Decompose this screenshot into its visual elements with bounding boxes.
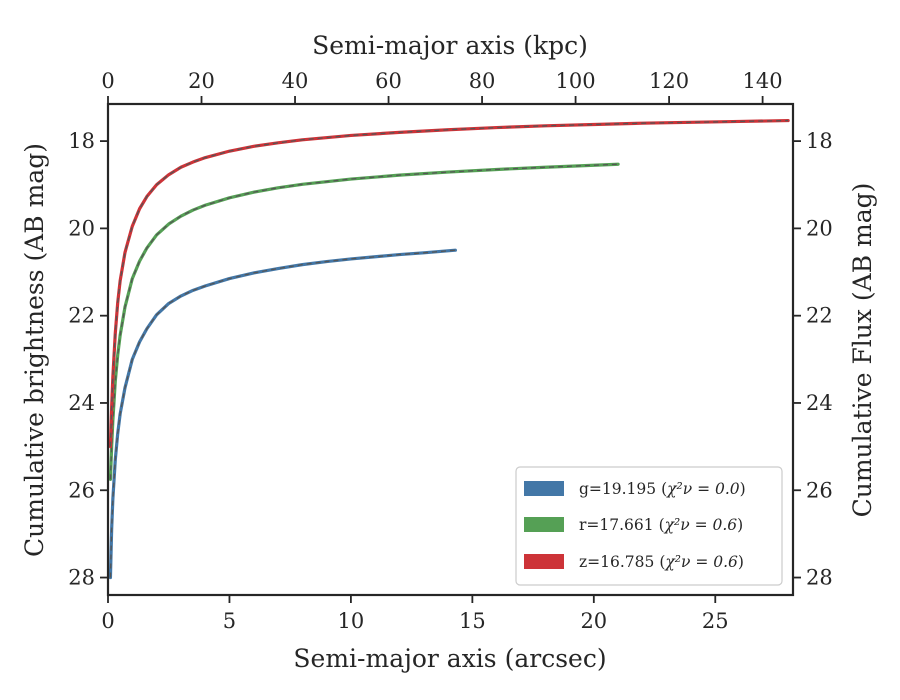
y-tick-label: 20: [68, 216, 95, 240]
x2-tick-label: 140: [743, 69, 783, 93]
y-tick-label: 28: [68, 566, 95, 590]
x2-axis-title: Semi-major axis (kpc): [312, 31, 588, 60]
legend-swatch-g: [524, 481, 564, 496]
legend-label-z: z=16.785 (χ²ν = 0.6): [579, 553, 744, 571]
y-tick-label: 26: [68, 478, 95, 502]
axes-frame: [106, 102, 795, 597]
x2-tick-label: 20: [188, 69, 215, 93]
legend: g=19.195 (χ²ν = 0.0) r=17.661 (χ²ν = 0.6…: [515, 466, 783, 586]
legend-box: [515, 466, 783, 586]
y2-tick-label: 18: [806, 129, 833, 153]
x-tick-label: 20: [580, 609, 607, 633]
y2-tick-label: 26: [806, 478, 833, 502]
legend-swatch-r: [524, 517, 564, 532]
legend-label-g: g=19.195 (χ²ν = 0.0): [579, 480, 746, 498]
x-tick-label: 5: [223, 609, 236, 633]
x2-tick-label: 80: [469, 69, 496, 93]
y2-tick-label: 22: [806, 304, 833, 328]
axis-ticks: 0 5 10 15 20 25 0 20 40 60 80 100 120 140 18 18 20 20 22 22…: [68, 69, 832, 633]
y2-tick-label: 28: [806, 566, 833, 590]
y2-tick-label: 20: [806, 216, 833, 240]
y-tick-label: 22: [68, 304, 95, 328]
series-fit-line-g: [109, 249, 456, 578]
x-tick-label: 25: [702, 609, 729, 633]
x2-tick-label: 60: [375, 69, 402, 93]
series-fit-line-z: [109, 119, 789, 447]
x2-tick-label: 120: [649, 69, 689, 93]
y2-tick-label: 24: [806, 391, 833, 415]
legend-label-r: r=17.661 (χ²ν = 0.6): [579, 516, 743, 534]
x-tick-label: 10: [338, 609, 365, 633]
x-axis-title: Semi-major axis (arcsec): [293, 644, 606, 673]
plot-area: [108, 118, 790, 580]
x2-tick-label: 100: [556, 69, 596, 93]
legend-swatch-z: [524, 554, 564, 569]
x-tick-label: 15: [459, 609, 486, 633]
x2-tick-label: 0: [101, 69, 114, 93]
y-axis-title: Cumulative brightness (AB mag): [20, 143, 49, 557]
x-tick-label: 0: [101, 609, 114, 633]
y-tick-label: 24: [68, 391, 95, 415]
y2-axis-title: Cumulative Flux (AB mag): [848, 183, 877, 518]
y-tick-label: 18: [68, 129, 95, 153]
series-fit-line-r: [109, 163, 619, 480]
x2-tick-label: 40: [282, 69, 309, 93]
